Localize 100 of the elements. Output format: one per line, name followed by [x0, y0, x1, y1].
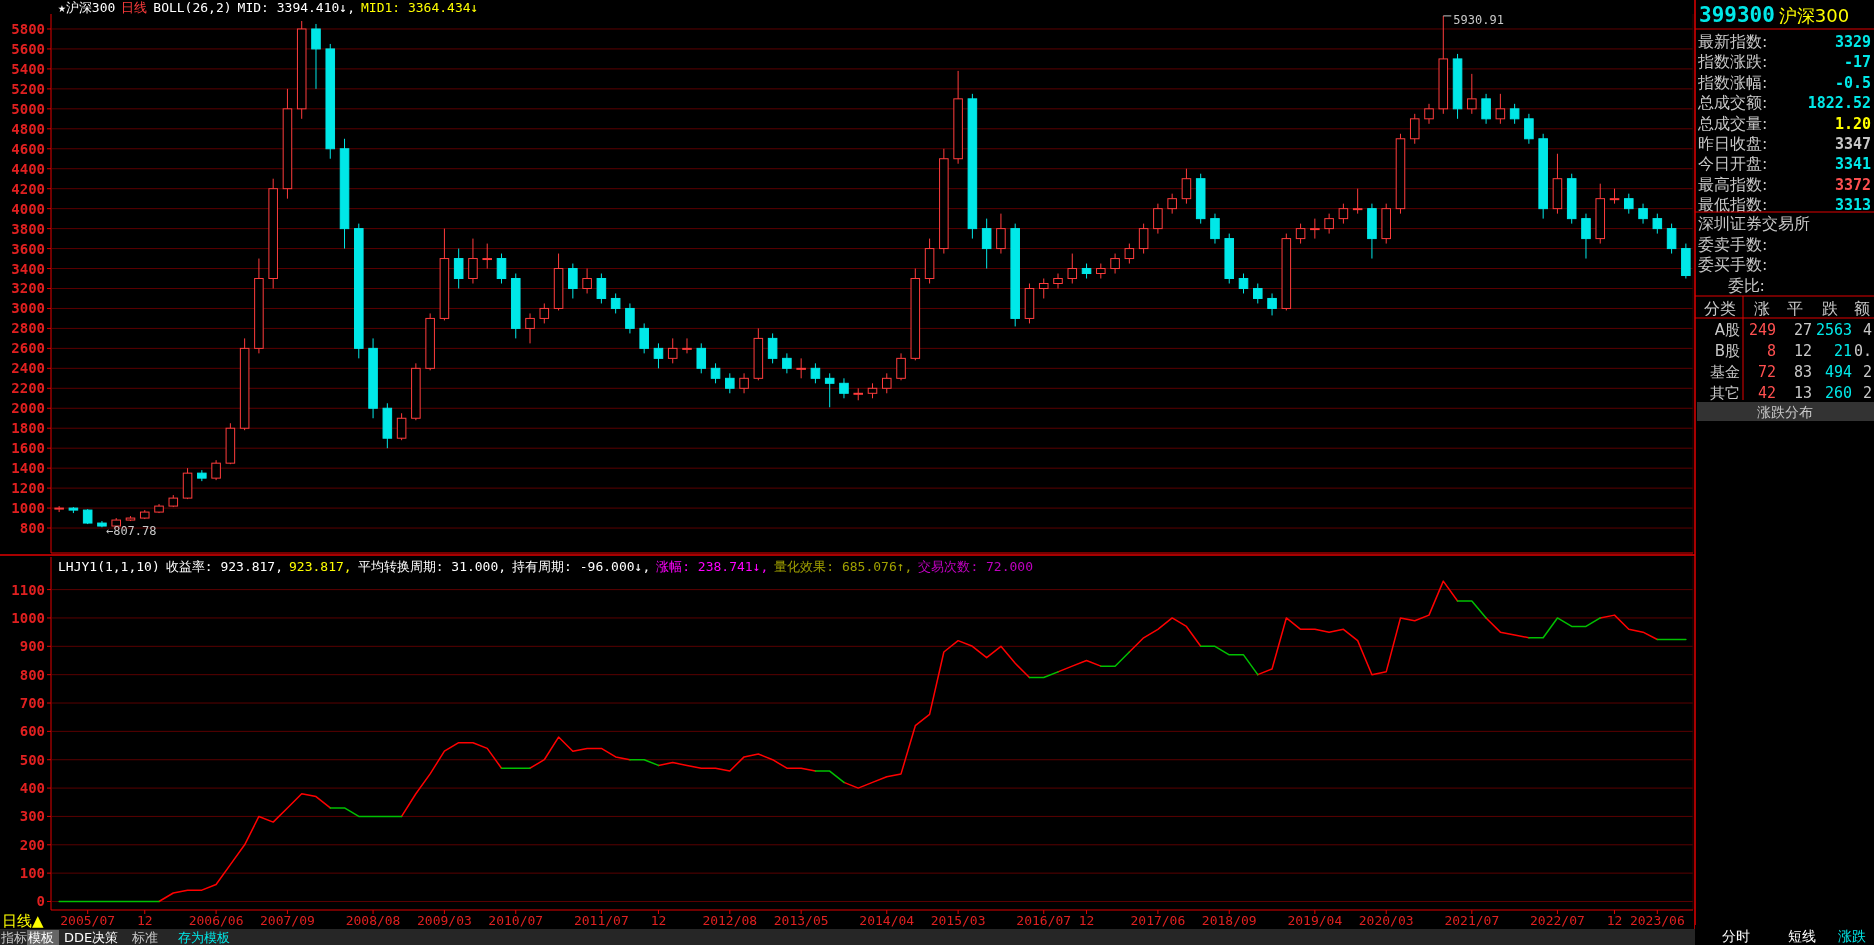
x-tick-label: 2021/07 — [1444, 913, 1500, 928]
candlestick — [839, 377, 849, 399]
text: 其它 — [1710, 384, 1740, 402]
annotation: 涨幅: 238.741↓, — [656, 559, 769, 574]
annotation: 持有周期: -96.000↓, — [512, 559, 651, 574]
text: 今日开盘: — [1698, 154, 1768, 174]
text: 260 — [1824, 384, 1852, 402]
candlestick — [211, 459, 221, 481]
x-tick-label: 2018/09 — [1201, 913, 1257, 928]
y-tick-label: 100 — [19, 865, 45, 882]
candlestick — [582, 268, 592, 294]
text: 委比: — [1727, 276, 1765, 295]
candlestick — [482, 243, 492, 270]
candlestick — [596, 273, 607, 304]
x-tick-label: 2022/07 — [1530, 913, 1585, 928]
y-tick-label: 5600 — [11, 40, 45, 57]
candlestick — [710, 362, 721, 384]
y-tick-label: 2400 — [11, 360, 45, 377]
candlestick — [1581, 213, 1591, 260]
candlestick — [1210, 213, 1220, 245]
text: 委买手数: — [1698, 255, 1768, 274]
candlestick — [1495, 93, 1506, 125]
y-tick-label: 4600 — [11, 140, 45, 157]
text: 模板 — [28, 930, 54, 945]
candlestick — [1295, 223, 1306, 245]
candlestick — [639, 322, 649, 354]
candlestick — [1524, 113, 1534, 145]
annotation: 5930.91 — [1453, 12, 1504, 27]
y-tick-label: 1600 — [11, 440, 45, 457]
annotation: LHJY1(1,1,10) — [58, 559, 160, 574]
candlestick — [1310, 218, 1320, 240]
text: 存为模板 — [178, 930, 230, 945]
annotation: MID: 3394.410↓, — [237, 0, 355, 15]
y-tick-label: 1000 — [11, 609, 45, 626]
text: 4 — [1862, 321, 1872, 339]
x-tick-label: 2016/07 — [1016, 913, 1072, 928]
y-tick-label: 4400 — [11, 160, 45, 177]
candlestick — [653, 342, 664, 369]
text: 13 — [1793, 384, 1812, 402]
candlestick — [1167, 193, 1177, 215]
x-tick-label: 2011/07 — [573, 913, 629, 928]
text: 399300 — [1699, 3, 1775, 27]
candlestick — [1238, 273, 1249, 294]
candlestick — [1638, 203, 1648, 225]
y-tick-label: 200 — [19, 836, 45, 853]
text: -0.5 — [1834, 73, 1871, 92]
annotation: ★沪深300 — [58, 0, 116, 15]
x-tick-label: 12 — [136, 913, 153, 928]
text: 昨日收盘: — [1698, 134, 1768, 153]
text: 分类 — [1704, 299, 1736, 318]
candlestick — [667, 337, 678, 364]
text: 标准 — [131, 930, 158, 945]
candlestick — [1409, 113, 1420, 145]
y-tick-label: 700 — [19, 695, 45, 712]
x-tick-label: 12 — [650, 913, 667, 928]
candlestick — [824, 372, 835, 408]
y-tick-label: 800 — [19, 520, 45, 537]
x-tick-label: 2017/06 — [1130, 913, 1186, 928]
y-tick-label: 5000 — [11, 100, 45, 117]
candlestick — [682, 337, 692, 354]
x-tick-label: 2013/05 — [773, 913, 829, 928]
y-tick-label: 600 — [19, 723, 45, 740]
text: 2 — [1862, 363, 1872, 381]
candlestick — [453, 248, 464, 289]
candlestick — [568, 263, 578, 299]
text: -17 — [1843, 53, 1871, 72]
y-tick-label: 800 — [19, 666, 45, 683]
x-tick-label: 12 — [1606, 913, 1623, 928]
x-tick-label: 2008/08 — [345, 913, 401, 928]
text: 总成交额: — [1697, 93, 1768, 113]
text: 3329 — [1834, 33, 1871, 51]
candlestick — [525, 312, 535, 344]
y-tick-label: 0 — [36, 893, 45, 910]
text: 委卖手数: — [1698, 235, 1768, 254]
text: 沪深300 — [1778, 5, 1850, 26]
candlestick — [468, 238, 478, 284]
text: 深圳证券交易所 — [1698, 214, 1810, 233]
text: 平 — [1787, 299, 1803, 318]
text: 指数涨跌: — [1697, 52, 1768, 72]
text: 494 — [1824, 363, 1852, 381]
text: A股 — [1714, 321, 1740, 339]
y-tick-label: 2600 — [11, 340, 45, 357]
candlestick — [625, 302, 635, 334]
text: 8 — [1766, 342, 1776, 360]
text: 总成交量: — [1697, 113, 1768, 133]
text: 涨跌 — [1838, 928, 1866, 944]
x-tick-label: 2005/07 — [60, 913, 116, 928]
y-tick-label: 1000 — [11, 500, 45, 517]
text: 0. — [1853, 342, 1872, 360]
annotation: 日线 — [121, 0, 148, 15]
y-tick-label: 2200 — [11, 380, 45, 397]
y-tick-label: 3600 — [11, 240, 45, 257]
candlestick — [896, 352, 906, 381]
candlestick — [1253, 283, 1263, 304]
y-tick-label: 3000 — [11, 300, 45, 317]
candlestick — [311, 23, 321, 90]
y-tick-label: 1200 — [11, 480, 45, 497]
candlestick — [1338, 203, 1349, 225]
text: DDE决策 — [64, 930, 119, 945]
annotation: 量化效果: 685.076↑, — [774, 559, 913, 574]
